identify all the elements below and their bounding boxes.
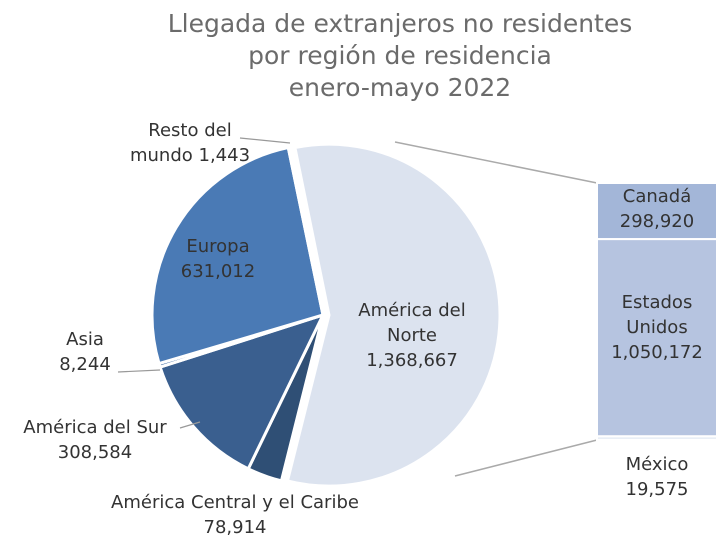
category-label: Estados Unidos <box>621 292 693 338</box>
connector-line <box>394 141 598 184</box>
data-label: Asia 8,244 <box>45 327 125 377</box>
data-label: Resto del mundo 1,443 <box>120 118 260 168</box>
title-line: por región de residencia <box>248 41 552 70</box>
pie-slice <box>286 145 325 316</box>
bar-segment <box>596 238 717 438</box>
value-label: 631,012 <box>180 261 256 282</box>
title-line: Llegada de extranjeros no residentes <box>167 9 633 38</box>
data-label: América del Norte 1,368,667 <box>347 298 477 373</box>
category-label: América Central y el Caribe <box>111 492 359 513</box>
data-label: México 19,575 <box>602 452 712 502</box>
data-label: Europa 631,012 <box>158 234 278 284</box>
pie-slice <box>158 312 326 471</box>
title-line: enero-mayo 2022 <box>288 73 512 102</box>
leader-line <box>117 369 161 373</box>
category-label: Asia <box>66 329 104 350</box>
pie-slice <box>285 142 502 488</box>
value-label: 1,368,667 <box>366 350 458 371</box>
category-label: América del Norte <box>358 300 466 346</box>
data-label: América Central y el Caribe 78,914 <box>70 490 400 538</box>
pie-slice <box>150 145 325 366</box>
category-label: Canadá <box>622 186 692 207</box>
category-label: América del Sur <box>23 417 167 438</box>
value-label: 78,914 <box>203 517 267 538</box>
data-label: Canadá 298,920 <box>602 184 712 234</box>
value-label: 1,443 <box>198 145 251 166</box>
bar-segment <box>596 435 717 441</box>
value-label: 19,575 <box>625 479 689 500</box>
connector-line <box>454 439 598 477</box>
value-label: 298,920 <box>619 211 695 232</box>
category-label: Europa <box>186 236 250 257</box>
value-label: 8,244 <box>59 354 111 375</box>
chart-title: Llegada de extranjeros no residentes por… <box>100 8 700 104</box>
leader-line <box>179 421 201 429</box>
data-label: América del Sur 308,584 <box>0 415 195 465</box>
value-label: 1,050,172 <box>611 342 703 363</box>
leader-line <box>239 137 291 144</box>
value-label: 308,584 <box>57 442 133 463</box>
data-label: Estados Unidos 1,050,172 <box>602 290 712 365</box>
category-label: México <box>625 454 689 475</box>
category-label: Resto del mundo <box>129 120 232 166</box>
